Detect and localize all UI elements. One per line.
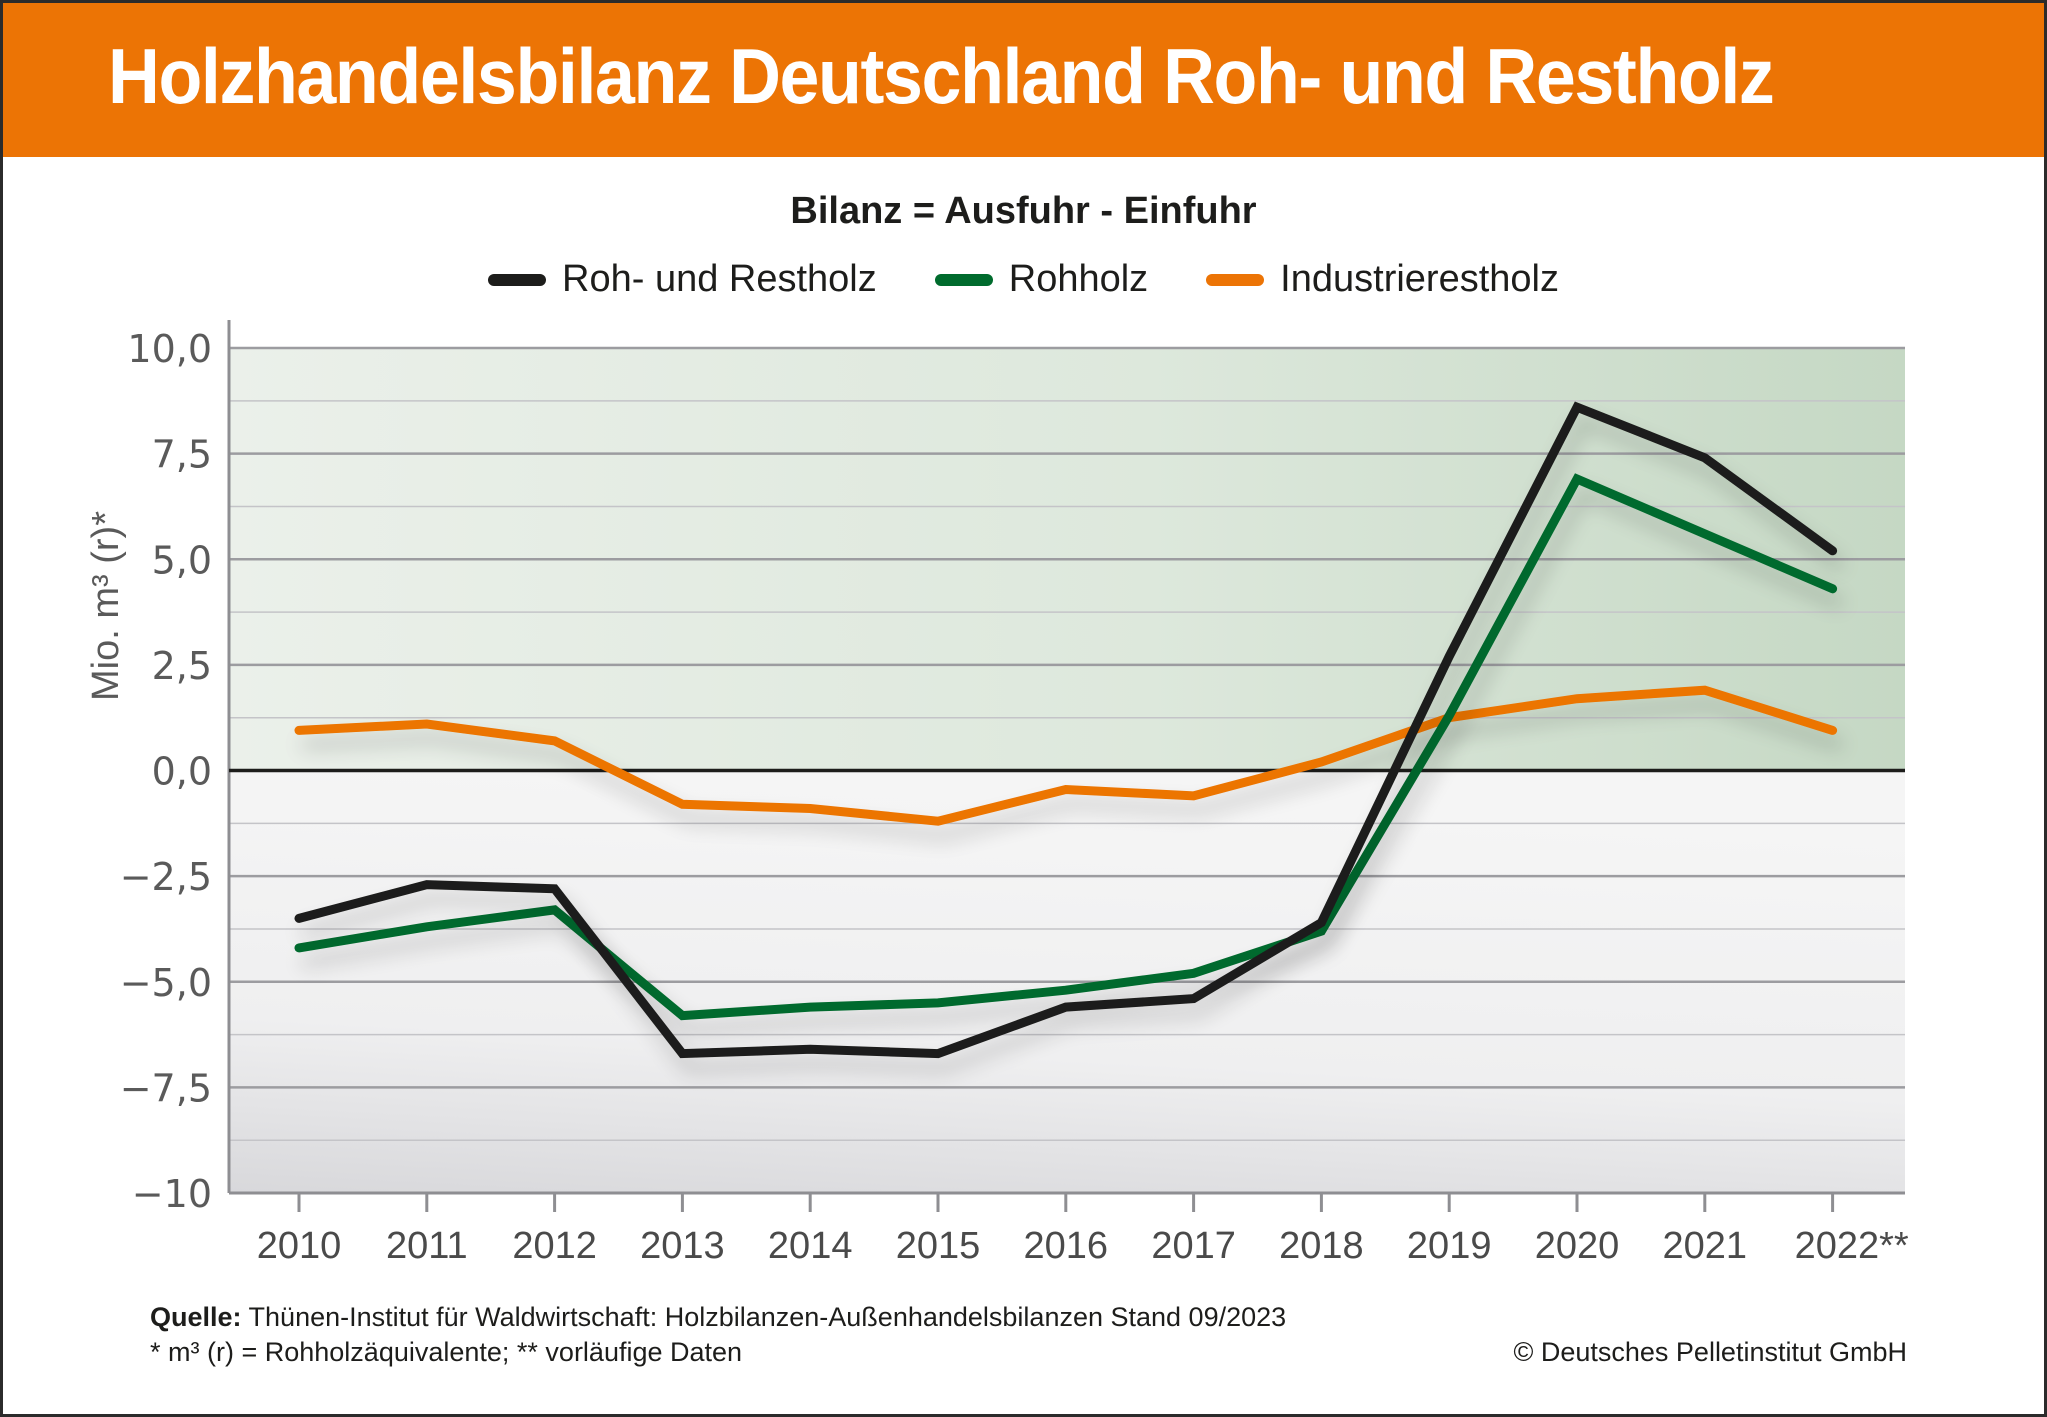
x-tick-label: 2019 <box>1407 1225 1492 1267</box>
source-text: Thünen-Institut für Waldwirtschaft: Holz… <box>241 1302 1287 1332</box>
y-tick-label: 0,0 <box>152 750 212 794</box>
legend-swatch-black <box>488 273 547 286</box>
legend-label: Roh- und Restholz <box>562 258 877 300</box>
x-tick-label: 2020 <box>1535 1225 1620 1267</box>
x-tick-label: 2011 <box>386 1225 468 1267</box>
x-tick-label: 2015 <box>896 1225 981 1267</box>
y-tick-label: −10 <box>132 1172 212 1216</box>
x-tick-label: 2013 <box>640 1225 725 1267</box>
x-tick-label: 2021 <box>1663 1225 1748 1267</box>
legend-item-roh-und-restholz: Roh- und Restholz <box>488 258 877 301</box>
legend-swatch-orange <box>1206 273 1265 286</box>
y-axis-label: Mio. m³ (r)* <box>85 511 127 701</box>
series-group <box>294 473 1838 1021</box>
legend-swatch-green <box>934 273 993 286</box>
legend-label: Rohholz <box>1008 258 1149 300</box>
x-tick-label: 2018 <box>1279 1225 1364 1267</box>
x-tick-label: 2014 <box>768 1225 853 1267</box>
chart-title: Holzhandelsbilanz Deutschland Roh- und R… <box>108 32 1775 120</box>
y-tick-label: −2,5 <box>120 855 212 899</box>
footer-note: * m³ (r) = Rohholzäquivalente; ** vorläu… <box>150 1337 743 1367</box>
legend-item-rohholz: Rohholz <box>934 258 1149 301</box>
chart-subtitle: Bilanz = Ausfuhr - Einfuhr <box>790 190 1257 232</box>
title-banner: Holzhandelsbilanz Deutschland Roh- und R… <box>3 3 2044 157</box>
footer-source: Quelle: Thünen-Institut für Waldwirtscha… <box>150 1302 1286 1333</box>
legend-label: Industrierestholz <box>1280 258 1559 300</box>
x-tick-label: 2017 <box>1151 1225 1236 1267</box>
x-tick-label: 2022** <box>1795 1225 1909 1267</box>
y-tick-label: 7,5 <box>152 433 212 477</box>
y-tick-label: −7,5 <box>120 1066 212 1110</box>
y-tick-label: 2,5 <box>152 644 212 688</box>
x-tick-label: 2016 <box>1024 1225 1109 1267</box>
x-tick-label: 2010 <box>257 1225 342 1267</box>
copyright: © Deutsches Pelletinstitut GmbH <box>1513 1337 1907 1367</box>
y-tick-label: −5,0 <box>120 961 212 1005</box>
legend: Roh- und Restholz Rohholz Industrieresth… <box>0 258 2047 301</box>
y-tick-label: 5,0 <box>152 538 212 582</box>
x-tick-label: 2012 <box>512 1225 597 1267</box>
series-group <box>294 685 1838 826</box>
y-tick-label: 10,0 <box>127 327 212 371</box>
source-label: Quelle: <box>150 1302 242 1332</box>
series-group <box>294 401 1838 1059</box>
legend-item-industrierestholz: Industrierestholz <box>1206 258 1559 301</box>
